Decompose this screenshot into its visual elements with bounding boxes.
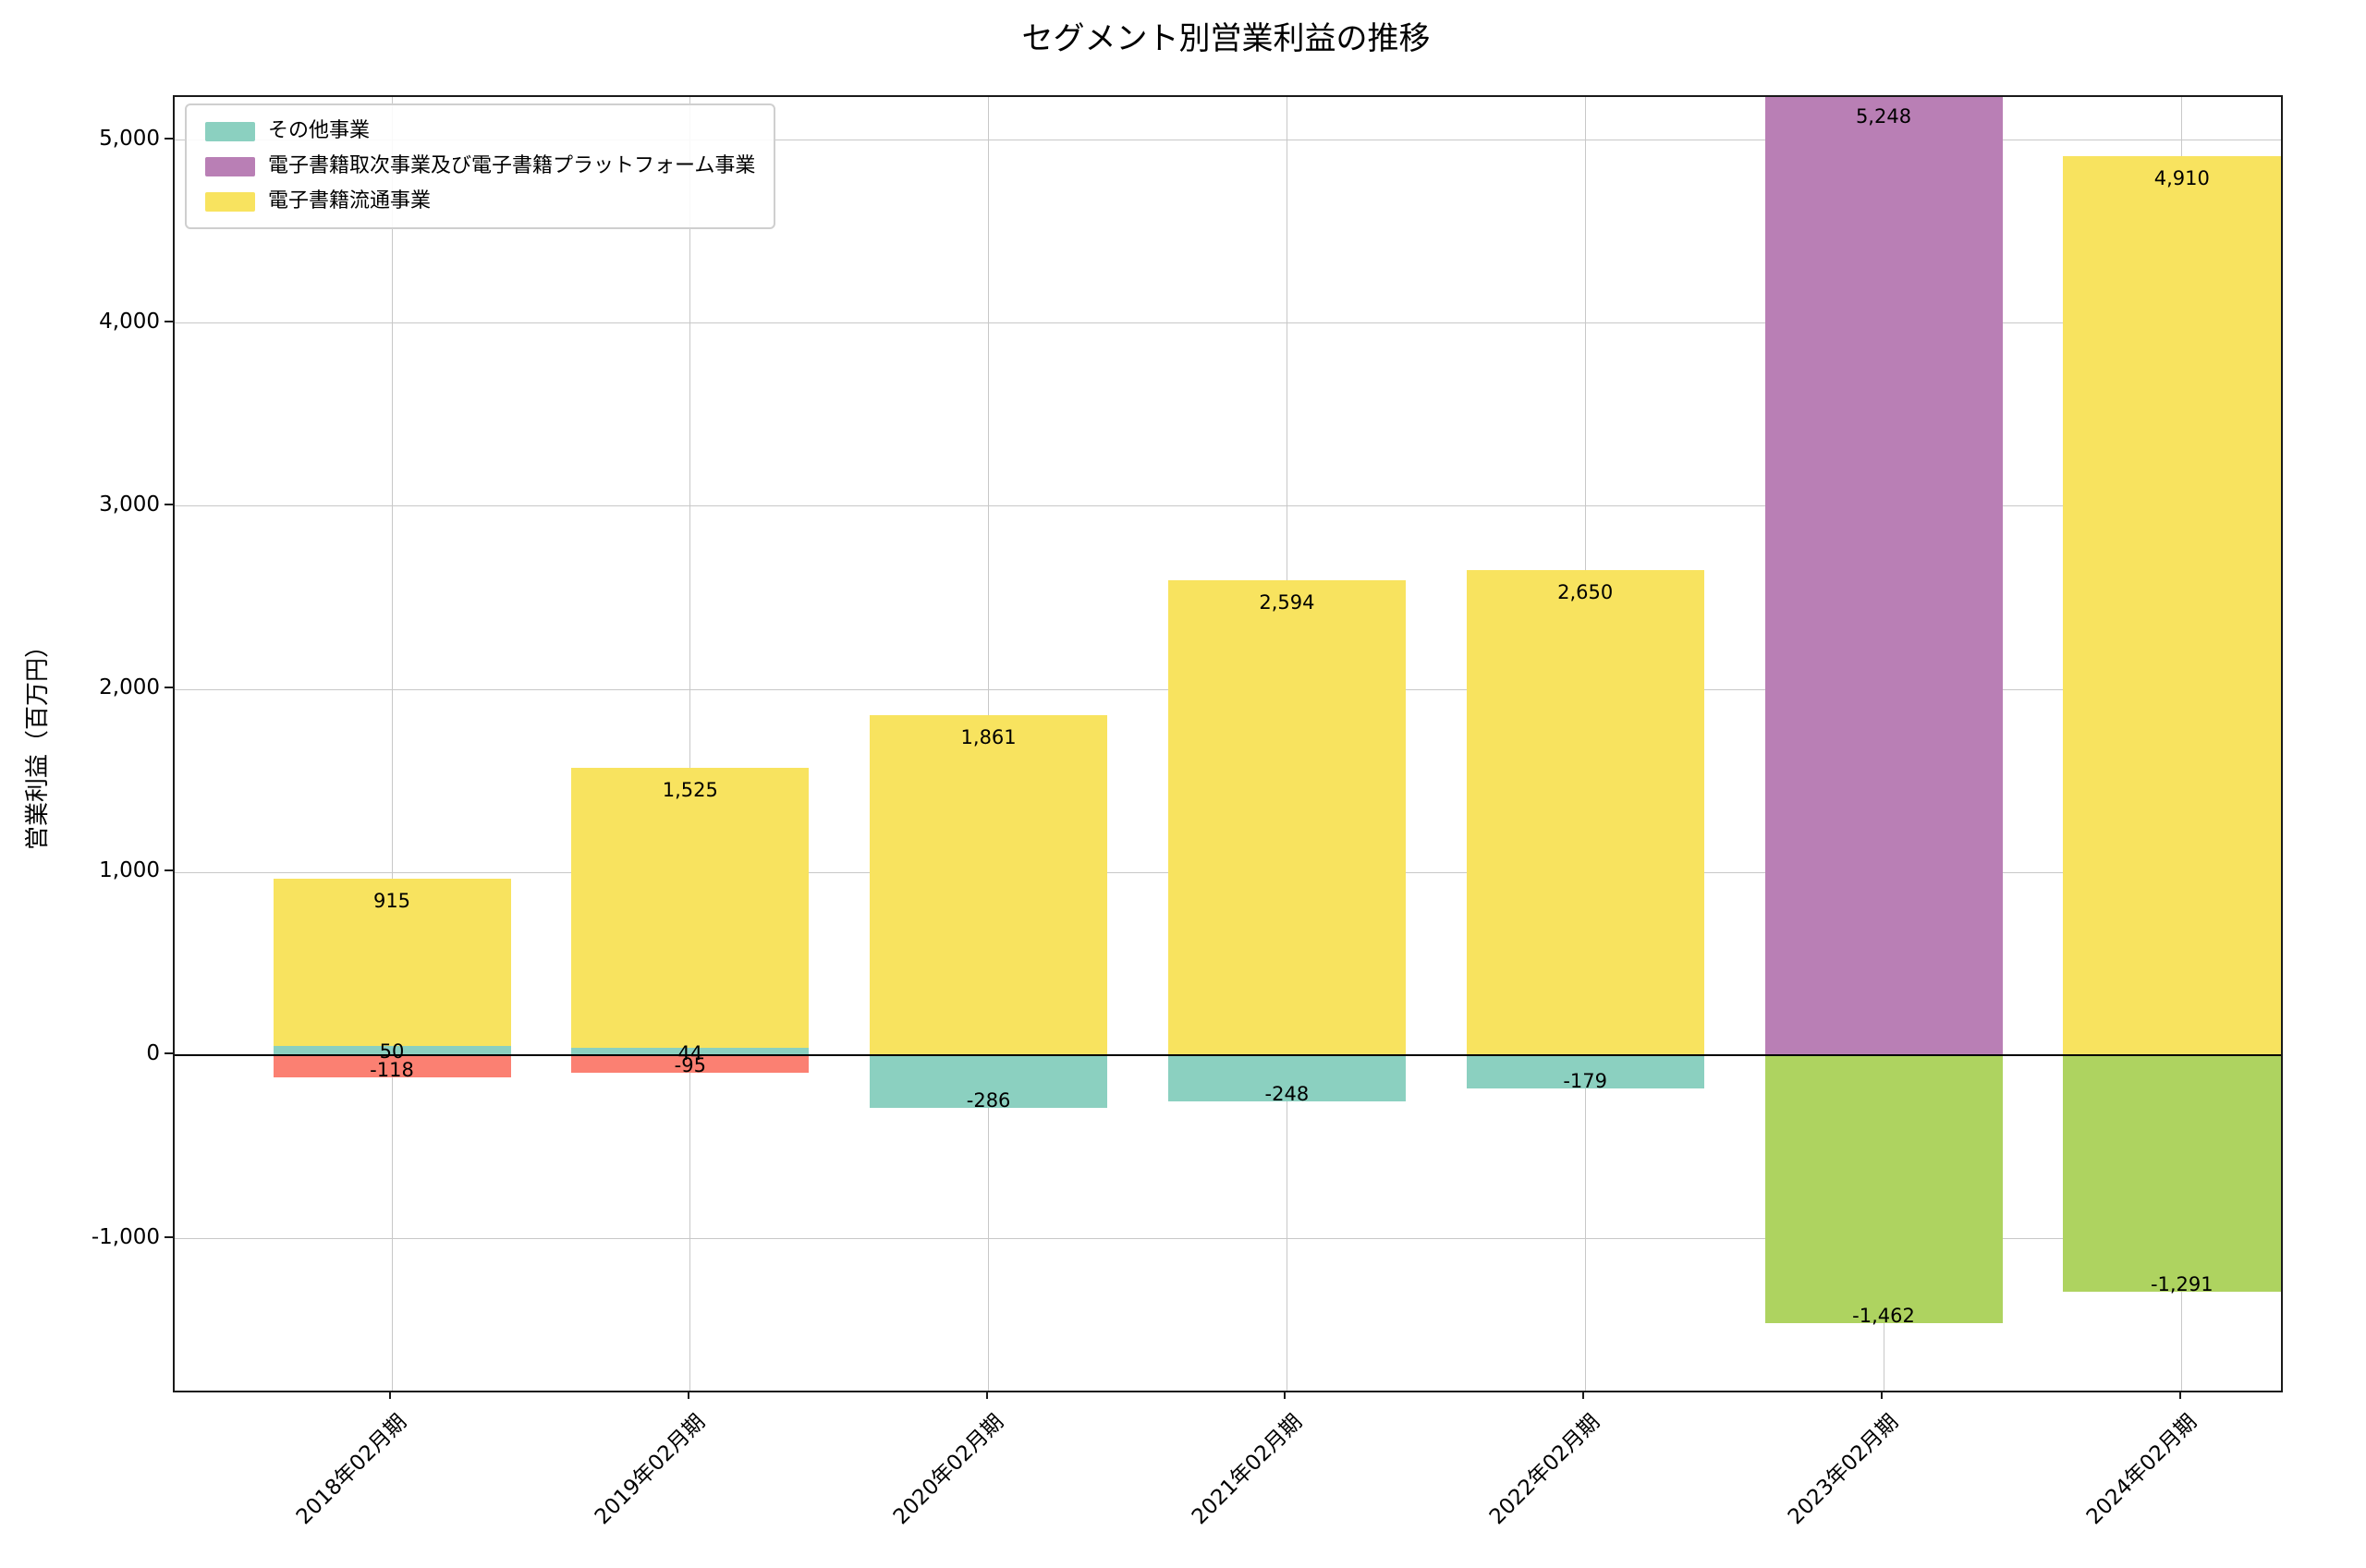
plot-area: 50 44 -286 -248 -179 5,248 915 1,525 1,861 2,594 2… <box>173 95 2283 1392</box>
zero-line <box>175 1054 2281 1057</box>
y-tick-mark <box>165 137 173 140</box>
legend-item: 電子書籍取次事業及び電子書籍プラットフォーム事業 <box>205 153 755 179</box>
legend-item: 電子書籍流通事業 <box>205 188 755 214</box>
y-tick-label: 1,000 <box>99 858 160 883</box>
y-tick-label: 2,000 <box>99 675 160 700</box>
bar-segment <box>1466 1055 1704 1088</box>
legend: その他事業電子書籍取次事業及び電子書籍プラットフォーム事業 電子書籍流通事業 <box>185 103 776 229</box>
y-tick-mark <box>165 869 173 872</box>
legend-swatch <box>205 121 255 141</box>
x-tick-label: 2019年02月期 <box>590 1409 711 1530</box>
y-axis-label: 営業利益（百万円） <box>24 633 52 851</box>
y-tick-label: -1,000 <box>91 1224 160 1249</box>
x-tick-label: 2021年02月期 <box>1187 1409 1307 1530</box>
legend-label: 電子書籍取次事業及び電子書籍プラットフォーム事業 <box>268 154 756 177</box>
y-tick-label: 3,000 <box>99 492 160 517</box>
bar-segment <box>1167 1055 1406 1101</box>
legend-swatch <box>205 156 255 176</box>
y-tick-label: 4,000 <box>99 309 160 334</box>
y-tick-mark <box>165 320 173 322</box>
legend-swatch <box>205 191 255 212</box>
bar-segment <box>571 1055 810 1074</box>
x-tick-mark <box>389 1391 391 1399</box>
x-tick-mark <box>1881 1391 1883 1399</box>
x-tick-label: 2024年02月期 <box>2081 1409 2202 1530</box>
legend-item: その他事業 <box>205 118 755 144</box>
bar-segment <box>273 1055 511 1077</box>
legend-label: 電子書籍流通事業 <box>268 189 432 213</box>
x-tick-mark <box>2178 1391 2181 1399</box>
gridline-h <box>175 1238 2281 1240</box>
y-tick-mark <box>165 687 173 689</box>
bar-segment <box>571 768 810 1048</box>
bar-segment <box>870 1055 1108 1109</box>
x-tick-mark <box>687 1391 689 1399</box>
gridline-h <box>175 322 2281 324</box>
bar-segment <box>1764 97 2003 1056</box>
gridline-h <box>175 505 2281 507</box>
bar-segment <box>1167 580 1406 1056</box>
x-tick-mark <box>1582 1391 1585 1399</box>
legend-label: その他事業 <box>268 119 371 142</box>
bar-segment <box>273 1046 511 1056</box>
x-tick-mark <box>985 1391 988 1399</box>
bar-segment <box>273 879 511 1047</box>
x-tick-label: 2022年02月期 <box>1485 1409 1605 1530</box>
bar-segment <box>1764 1055 2003 1324</box>
x-tick-label: 2023年02月期 <box>1784 1409 1904 1530</box>
y-tick-label: 5,000 <box>99 126 160 151</box>
bar-segment <box>2063 1055 2281 1293</box>
bar-segment <box>870 714 1108 1056</box>
y-tick-mark <box>165 1235 173 1238</box>
y-tick-label: 0 <box>146 1041 160 1066</box>
x-tick-label: 2020年02月期 <box>888 1409 1008 1530</box>
gridline-v <box>391 97 393 1391</box>
chart-title: セグメント別営業利益の推移 <box>1021 20 1431 57</box>
x-tick-mark <box>1284 1391 1287 1399</box>
x-tick-label: 2018年02月期 <box>292 1409 412 1530</box>
bar-segment <box>1466 570 1704 1056</box>
gridline-v <box>689 97 691 1391</box>
y-tick-mark <box>165 503 173 505</box>
bar-segment <box>571 1047 810 1056</box>
y-tick-mark <box>165 1052 173 1055</box>
bar-segment <box>2063 156 2281 1056</box>
